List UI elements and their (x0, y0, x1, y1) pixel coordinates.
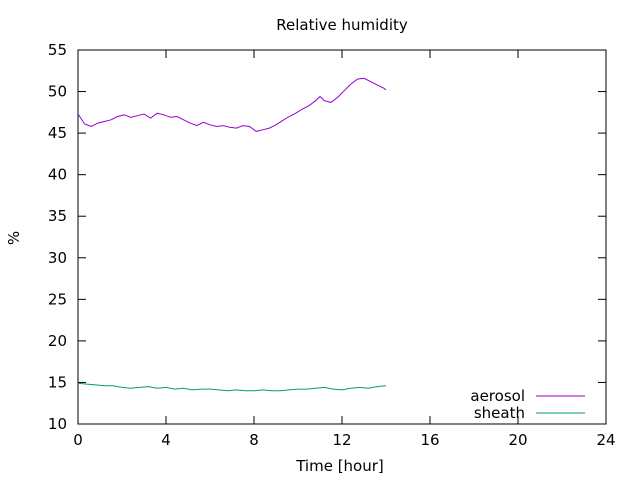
x-tick-label: 16 (420, 431, 439, 449)
y-tick-label: 40 (48, 166, 67, 184)
y-tick-label: 35 (48, 207, 67, 225)
series-layer (77, 77, 387, 392)
x-tick-label: 8 (249, 431, 259, 449)
x-tick-label: 0 (73, 431, 83, 449)
y-tick-label: 15 (48, 373, 67, 391)
y-tick-label: 30 (48, 249, 67, 267)
y-tick-label: 45 (48, 124, 67, 142)
aerosol-series-line (77, 77, 387, 132)
y-tick-label: 20 (48, 332, 67, 350)
y-axis-label: % (5, 231, 23, 245)
x-axis-label: Time [hour] (295, 457, 384, 475)
y-tick-label: 25 (48, 290, 67, 308)
legend-label-sheath: sheath (474, 404, 525, 422)
x-tick-label: 12 (332, 431, 351, 449)
x-tick-label: 24 (596, 431, 615, 449)
sheath-series-line (77, 382, 387, 392)
x-tick-label: 4 (161, 431, 171, 449)
legend-label-aerosol: aerosol (470, 387, 525, 405)
plot-axes: 0 4 8 12 16 20 24 10 15 20 25 30 35 40 45 50 55 (48, 41, 616, 449)
y-tick-label: 55 (48, 41, 67, 59)
y-tick-label: 10 (48, 415, 67, 433)
plot-frame (77, 49, 607, 425)
chart-title: Relative humidity (276, 16, 408, 34)
y-tick-label: 50 (48, 83, 67, 101)
x-tick-label: 20 (508, 431, 527, 449)
